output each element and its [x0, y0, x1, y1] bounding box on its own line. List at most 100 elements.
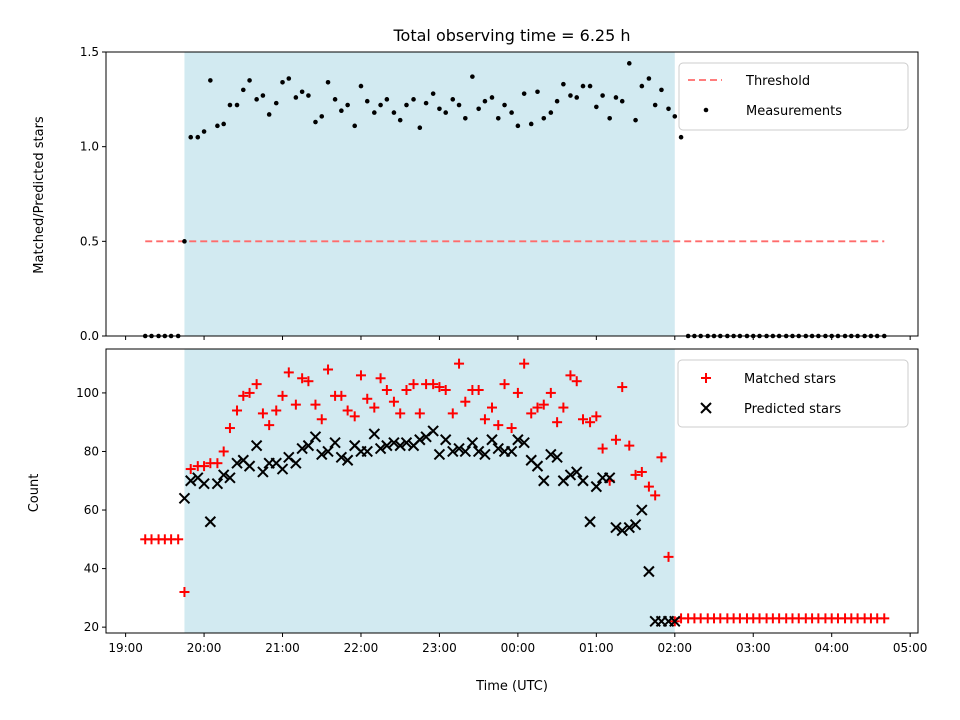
matched-star-point	[408, 379, 419, 390]
measurement-point	[247, 78, 252, 83]
predicted-star-point	[629, 518, 642, 531]
predicted-star-point	[505, 445, 518, 458]
predicted-star-point	[178, 492, 191, 505]
predicted-star-point	[414, 434, 426, 446]
matched-star-point	[624, 440, 635, 451]
panel-ratio: 0.0 0.5 1.0 1.5 Matched/Predicted stars Thr…	[32, 45, 919, 343]
measurement-point	[215, 123, 220, 129]
measurement-point	[587, 83, 593, 89]
measurement-point	[535, 89, 540, 95]
matched-star-point	[173, 534, 184, 545]
measurement-point	[646, 76, 652, 81]
matched-star-point	[179, 587, 190, 598]
legend-predicted-swatch	[700, 402, 712, 414]
time-x-ticks: 19:00 20:00 21:00 22:00 23:00 00:00 01:00 02:00…	[108, 633, 927, 655]
predicted-star-point	[577, 475, 589, 487]
measurement-point	[561, 81, 566, 87]
matched-star-point	[271, 405, 282, 416]
matched-star-point	[512, 387, 523, 398]
predicted-star-point	[224, 472, 236, 484]
predicted-star-point	[643, 565, 655, 578]
predicted-star-point	[368, 428, 381, 440]
x-tick-label: 05:00	[893, 641, 928, 655]
matched-star-point	[199, 461, 210, 472]
measurement-point	[470, 74, 475, 79]
measurement-point	[672, 114, 678, 119]
predicted-star-point	[439, 434, 452, 446]
matched-star-point	[277, 390, 288, 401]
predicted-star-point	[400, 436, 413, 449]
predicted-star-point	[302, 439, 315, 452]
matched-star-point	[251, 379, 262, 390]
legend-predicted-label: Predicted stars	[744, 402, 841, 417]
measurement-point	[437, 106, 442, 112]
measurement-point	[652, 102, 658, 108]
predicted-star-point	[243, 460, 256, 472]
matched-star-point	[630, 469, 641, 480]
matched-star-point	[375, 373, 386, 384]
predicted-star-point	[211, 477, 224, 490]
panel-counts: 20 40 60 80 100 19:00 20:00 21:00 22:00 23:00 00:…	[27, 348, 927, 694]
x-tick-label: 04:00	[814, 641, 849, 655]
measurement-point	[260, 93, 266, 98]
predicted-star-point	[453, 442, 465, 455]
matched-star-point	[558, 402, 569, 413]
y-tick-label: 60	[84, 503, 99, 517]
measurement-point	[325, 79, 331, 85]
measurement-point	[358, 83, 364, 89]
predicted-star-point	[636, 504, 648, 516]
matched-star-point	[218, 446, 229, 457]
measurement-point	[515, 123, 521, 129]
measurement-point	[182, 239, 187, 244]
matched-star-point	[479, 414, 490, 425]
predicted-star-point	[433, 448, 446, 461]
matched-star-point	[650, 490, 661, 501]
matched-star-point	[388, 396, 399, 407]
matched-star-point	[591, 411, 602, 422]
measurement-point	[345, 102, 350, 108]
matched-star-point	[519, 358, 530, 369]
measurement-point	[293, 95, 299, 100]
predicted-star-point	[341, 454, 354, 466]
measurement-point	[201, 129, 207, 134]
matched-star-point	[597, 443, 608, 454]
predicted-star-point	[231, 457, 243, 469]
measurement-point	[509, 110, 514, 115]
y-tick-label: 20	[84, 620, 99, 634]
matched-star-point	[552, 417, 563, 428]
matched-star-point	[232, 405, 243, 416]
measurement-point	[568, 93, 573, 98]
measurement-point	[463, 115, 468, 121]
measurement-point	[528, 121, 534, 127]
matched-star-point	[447, 408, 458, 419]
matched-star-point	[663, 551, 674, 562]
matched-star-point	[506, 423, 517, 434]
matched-star-point	[369, 402, 380, 413]
predicted-star-point	[198, 477, 210, 490]
x-tick-label: 19:00	[108, 641, 143, 655]
matched-star-point	[473, 384, 484, 395]
measurement-point	[319, 114, 325, 119]
predicted-star-point	[185, 475, 197, 487]
measurement-point	[607, 115, 612, 121]
predicted-star-point	[290, 457, 302, 469]
matched-star-point	[297, 373, 308, 384]
measurement-point	[554, 98, 560, 104]
predicted-star-point	[381, 439, 393, 452]
predicted-star-point	[564, 469, 577, 481]
x-tick-label: 02:00	[657, 641, 692, 655]
predicted-star-point	[276, 463, 289, 475]
x-tick-label: 21:00	[265, 641, 300, 655]
matched-star-point	[264, 420, 275, 431]
matched-star-point	[362, 393, 373, 404]
measurement-point	[659, 87, 664, 93]
measurement-point	[450, 97, 456, 102]
predicted-star-point	[427, 425, 439, 437]
legend-measurements-label: Measurements	[746, 104, 842, 119]
predicted-star-point	[531, 460, 544, 472]
legend-measurements-swatch	[703, 107, 709, 113]
predicted-star-point	[486, 434, 498, 446]
measurement-point	[613, 95, 619, 100]
observing-window-shade	[184, 52, 675, 336]
